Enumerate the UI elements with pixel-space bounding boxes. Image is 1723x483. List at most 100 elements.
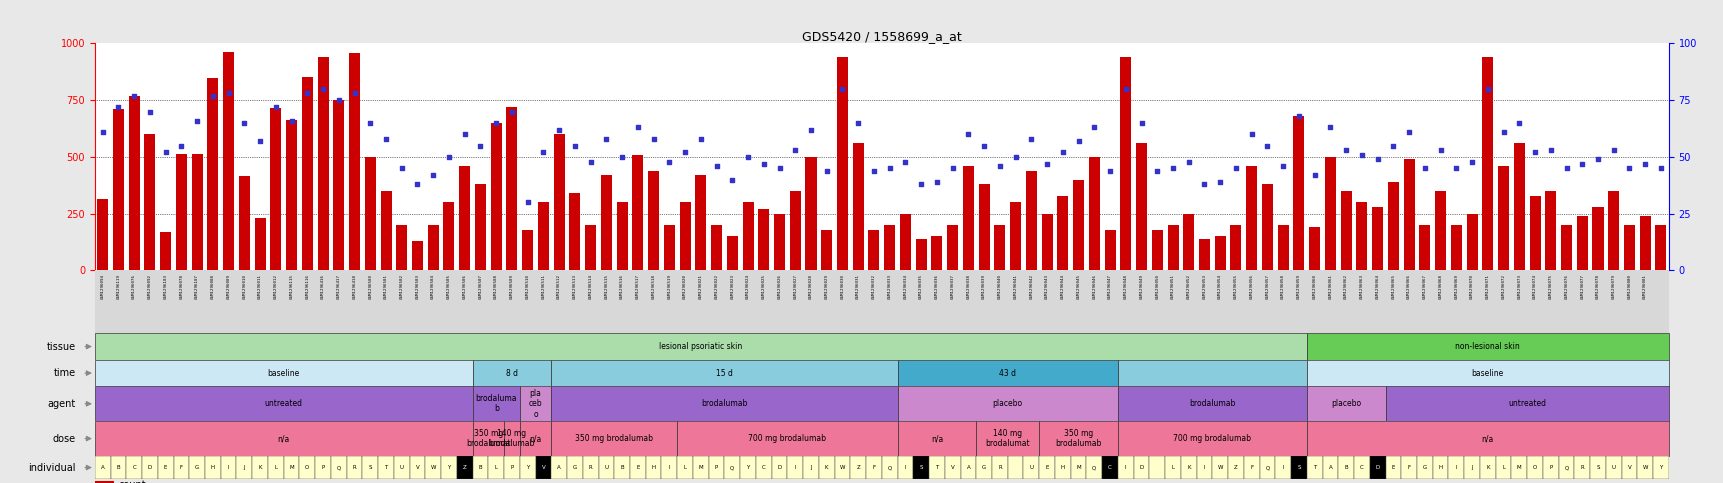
Bar: [694, 175, 706, 270]
Bar: [708, 456, 724, 479]
Bar: [677, 421, 898, 456]
Text: GSM1296031: GSM1296031: [856, 273, 860, 298]
Text: Q: Q: [1092, 465, 1096, 470]
Text: T: T: [1313, 465, 1316, 470]
Bar: [381, 191, 391, 270]
Bar: [662, 456, 677, 479]
Bar: [677, 456, 693, 479]
Bar: [930, 236, 942, 270]
Text: n/a: n/a: [930, 434, 942, 443]
Bar: [393, 456, 410, 479]
Bar: [110, 456, 126, 479]
Text: n/a: n/a: [277, 434, 289, 443]
Point: [231, 119, 258, 127]
Title: GDS5420 / 1558699_a_at: GDS5420 / 1558699_a_at: [801, 30, 961, 43]
Point: [1080, 124, 1108, 131]
Text: GSM1296515: GSM1296515: [605, 273, 608, 298]
Bar: [1306, 360, 1668, 386]
Point: [198, 92, 226, 99]
Text: B: B: [1344, 465, 1347, 470]
Bar: [880, 456, 898, 479]
Bar: [929, 456, 944, 479]
Text: 140 mg
brodalumab: 140 mg brodalumab: [488, 429, 534, 448]
Bar: [629, 456, 646, 479]
Bar: [818, 456, 834, 479]
Bar: [743, 202, 753, 270]
Text: L: L: [495, 465, 498, 470]
Bar: [1166, 225, 1179, 270]
Text: V: V: [415, 465, 419, 470]
Point: [670, 149, 698, 156]
Point: [90, 128, 117, 136]
Bar: [443, 202, 455, 270]
Text: 140 mg
brodalumat: 140 mg brodalumat: [986, 429, 1029, 448]
Text: S: S: [369, 465, 372, 470]
Text: GSM1296056: GSM1296056: [1249, 273, 1253, 298]
Text: GSM1296076: GSM1296076: [1563, 273, 1568, 298]
Bar: [536, 456, 551, 479]
Text: P: P: [715, 465, 718, 470]
Point: [1237, 130, 1265, 138]
Point: [1363, 156, 1390, 163]
Point: [1127, 119, 1154, 127]
Point: [1032, 160, 1060, 168]
Bar: [1023, 456, 1039, 479]
Text: E: E: [164, 465, 167, 470]
Text: GSM1296028: GSM1296028: [808, 273, 813, 298]
Bar: [348, 53, 360, 270]
Point: [639, 135, 667, 142]
Point: [703, 162, 731, 170]
Bar: [884, 225, 894, 270]
Bar: [1589, 456, 1604, 479]
Bar: [1306, 333, 1668, 360]
Bar: [252, 456, 267, 479]
Bar: [1527, 456, 1542, 479]
Text: W: W: [839, 465, 844, 470]
Text: dose: dose: [53, 434, 76, 443]
Point: [718, 176, 746, 184]
Text: Z: Z: [462, 465, 467, 470]
Bar: [960, 456, 975, 479]
Text: GSM1296416: GSM1296416: [320, 273, 326, 298]
Text: tissue: tissue: [47, 341, 76, 352]
Bar: [522, 229, 532, 270]
Text: brodalumab: brodalumab: [701, 399, 748, 408]
Bar: [95, 421, 472, 456]
Bar: [1387, 182, 1397, 270]
Point: [875, 164, 903, 172]
Point: [451, 130, 479, 138]
Point: [467, 142, 495, 149]
Bar: [1135, 143, 1146, 270]
Bar: [820, 229, 832, 270]
Bar: [1117, 386, 1306, 421]
Text: GSM1296025: GSM1296025: [762, 273, 765, 298]
Bar: [898, 386, 1117, 421]
Text: n/a: n/a: [529, 434, 541, 443]
Bar: [1215, 236, 1225, 270]
Bar: [601, 175, 612, 270]
Bar: [663, 225, 674, 270]
Point: [1427, 146, 1454, 154]
Point: [326, 96, 353, 104]
Point: [1537, 146, 1564, 154]
Text: GSM1296029: GSM1296029: [824, 273, 829, 298]
Text: GSM1296508: GSM1296508: [495, 273, 498, 298]
Bar: [159, 456, 174, 479]
Text: 350 mg brodalumab: 350 mg brodalumab: [575, 434, 653, 443]
Bar: [679, 202, 691, 270]
Point: [1191, 180, 1218, 188]
Bar: [899, 213, 910, 270]
Text: GSM1296043: GSM1296043: [1044, 273, 1049, 298]
Text: GSM1296116: GSM1296116: [305, 273, 308, 298]
Text: GSM1296501: GSM1296501: [384, 273, 388, 298]
Bar: [1403, 159, 1415, 270]
Bar: [1151, 229, 1161, 270]
Point: [1614, 164, 1642, 172]
Text: GSM1296078: GSM1296078: [1595, 273, 1599, 298]
Text: GSM1296035: GSM1296035: [918, 273, 922, 298]
Text: GSM1296021: GSM1296021: [698, 273, 703, 298]
Bar: [95, 333, 1306, 360]
Bar: [915, 239, 927, 270]
Text: GSM1296034: GSM1296034: [903, 273, 906, 298]
Point: [1458, 157, 1485, 165]
